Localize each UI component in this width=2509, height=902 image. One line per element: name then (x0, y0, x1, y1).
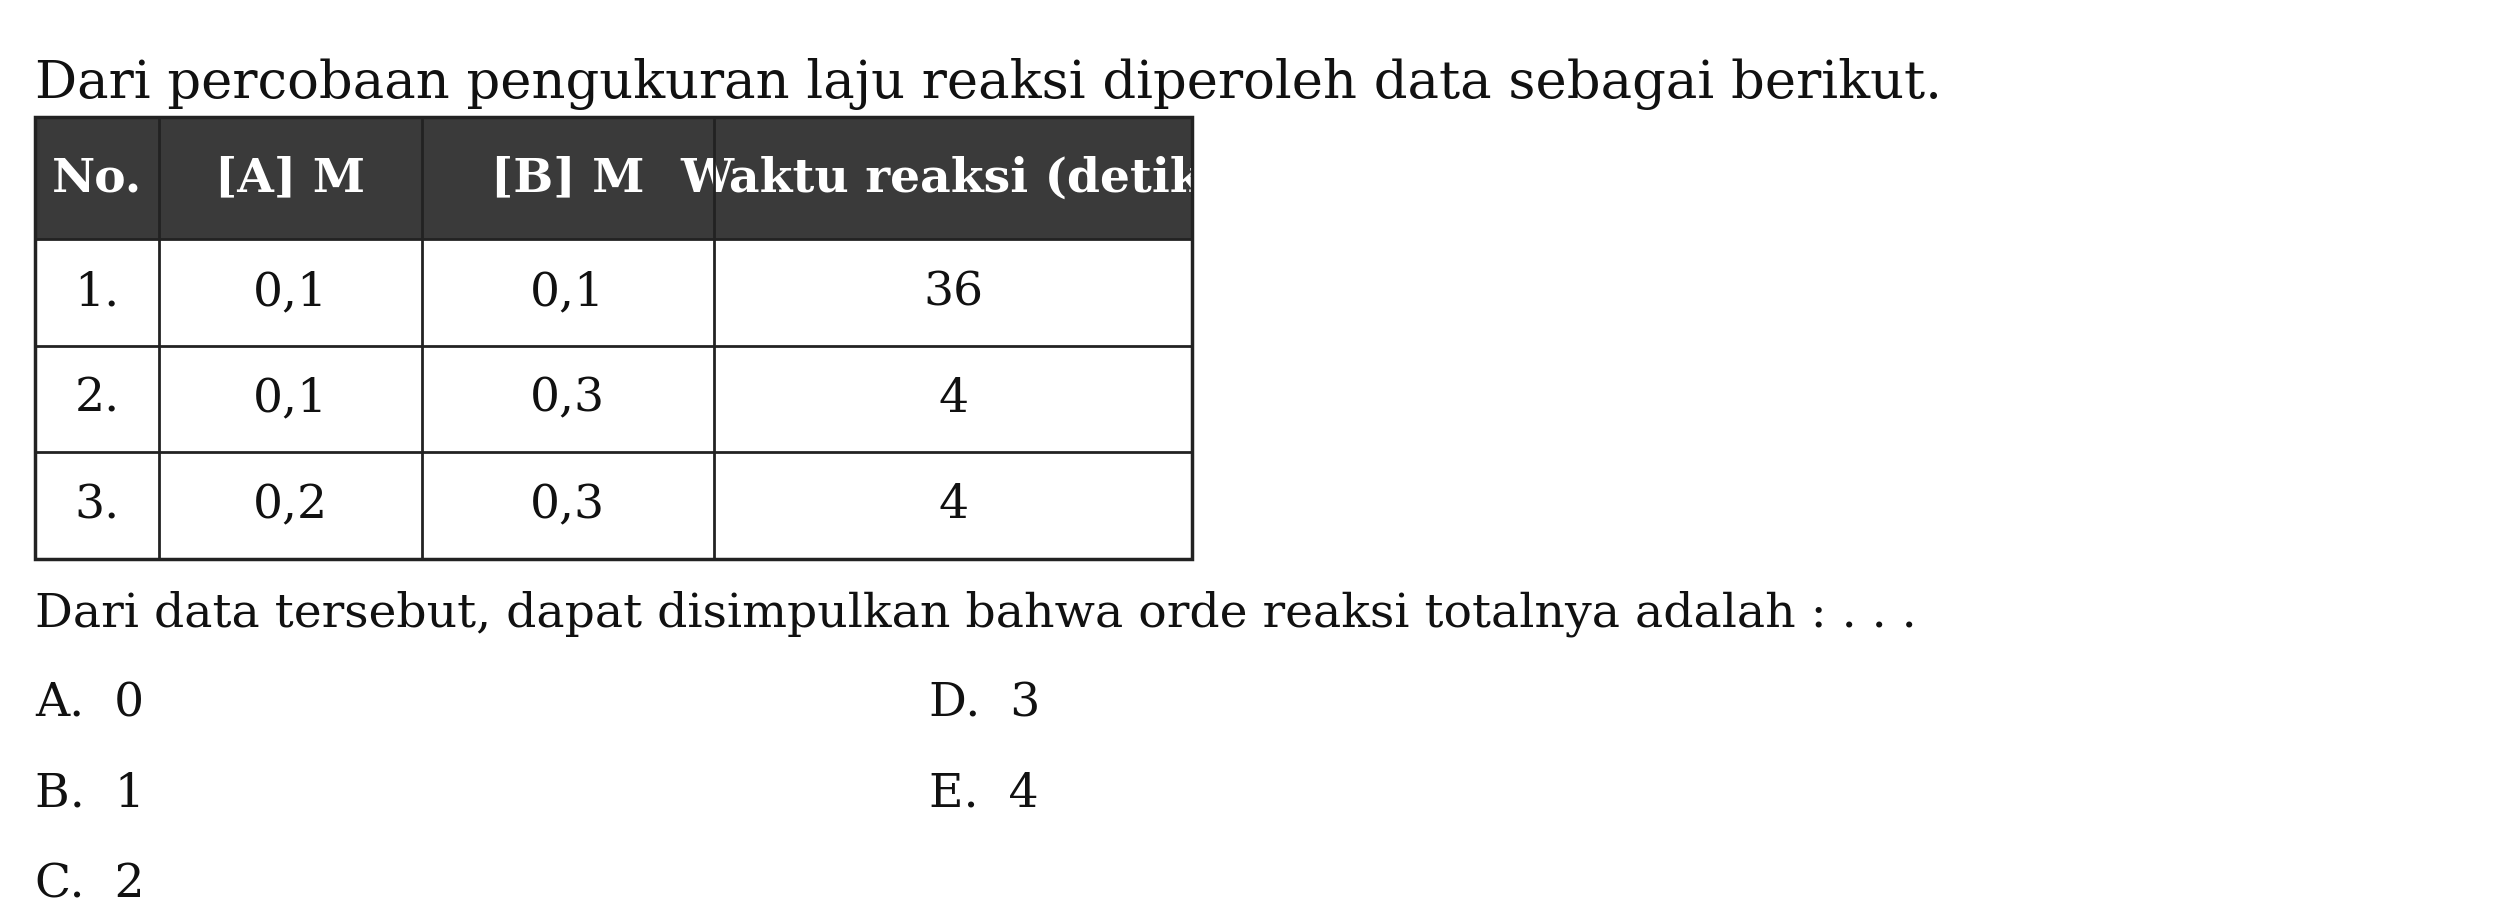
Text: 0,3: 0,3 (529, 376, 605, 422)
Text: [A] M: [A] M (216, 155, 366, 201)
Text: E.  4: E. 4 (928, 772, 1039, 817)
Text: 3.: 3. (75, 483, 120, 529)
Text: 4: 4 (938, 376, 968, 422)
Text: C.  2: C. 2 (35, 862, 146, 902)
Text: 4: 4 (938, 483, 968, 529)
Text: No.: No. (53, 155, 143, 201)
Text: 0,1: 0,1 (529, 270, 605, 315)
Text: Dari data tersebut, dapat disimpulkan bahwa orde reaksi totalnya adalah : . . .: Dari data tersebut, dapat disimpulkan ba… (35, 590, 1917, 637)
Text: 0,3: 0,3 (529, 483, 605, 529)
Text: B.  1: B. 1 (35, 772, 146, 817)
Text: 0,1: 0,1 (253, 376, 329, 422)
Text: 1.: 1. (75, 270, 120, 315)
Text: D.  3: D. 3 (928, 681, 1041, 726)
Text: 2.: 2. (75, 376, 120, 422)
Text: 36: 36 (923, 270, 984, 315)
Text: [B] M: [B] M (492, 155, 645, 201)
Text: 0,1: 0,1 (253, 270, 329, 315)
Text: Waktu reaksi (detik): Waktu reaksi (detik) (680, 155, 1224, 201)
Text: Dari percobaan pengukuran laju reaksi diperoleh data sebagai berikut.: Dari percobaan pengukuran laju reaksi di… (35, 58, 1942, 110)
Text: 0,2: 0,2 (253, 483, 329, 529)
Text: A.  0: A. 0 (35, 681, 146, 726)
